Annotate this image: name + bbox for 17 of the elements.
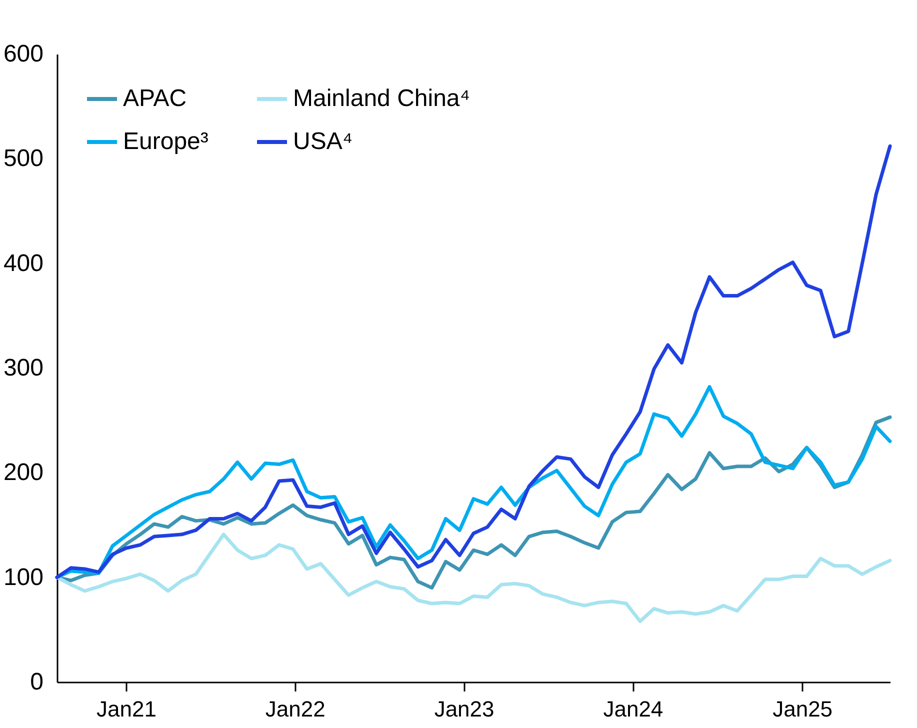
x-tick-label: Jan25 (772, 696, 833, 722)
x-tick-label: Jan24 (603, 696, 664, 722)
y-tick-label: 400 (3, 250, 44, 277)
y-tick-label: 100 (3, 564, 44, 591)
y-tick-label: 600 (3, 40, 44, 68)
y-tick-label: 500 (3, 145, 44, 172)
legend-label: Mainland China⁴ (293, 85, 470, 112)
legend-label: Europe³ (123, 128, 208, 155)
y-tick-label: 0 (30, 668, 44, 696)
y-tick-label: 300 (3, 354, 44, 382)
x-tick-label: Jan21 (96, 696, 156, 722)
x-tick-label: Jan23 (434, 696, 494, 722)
legend-label: APAC (123, 85, 187, 112)
y-tick-label: 200 (3, 459, 44, 486)
legend-label: USA⁴ (293, 128, 353, 155)
line-series (55, 532, 892, 624)
x-tick-label: Jan22 (265, 696, 326, 722)
